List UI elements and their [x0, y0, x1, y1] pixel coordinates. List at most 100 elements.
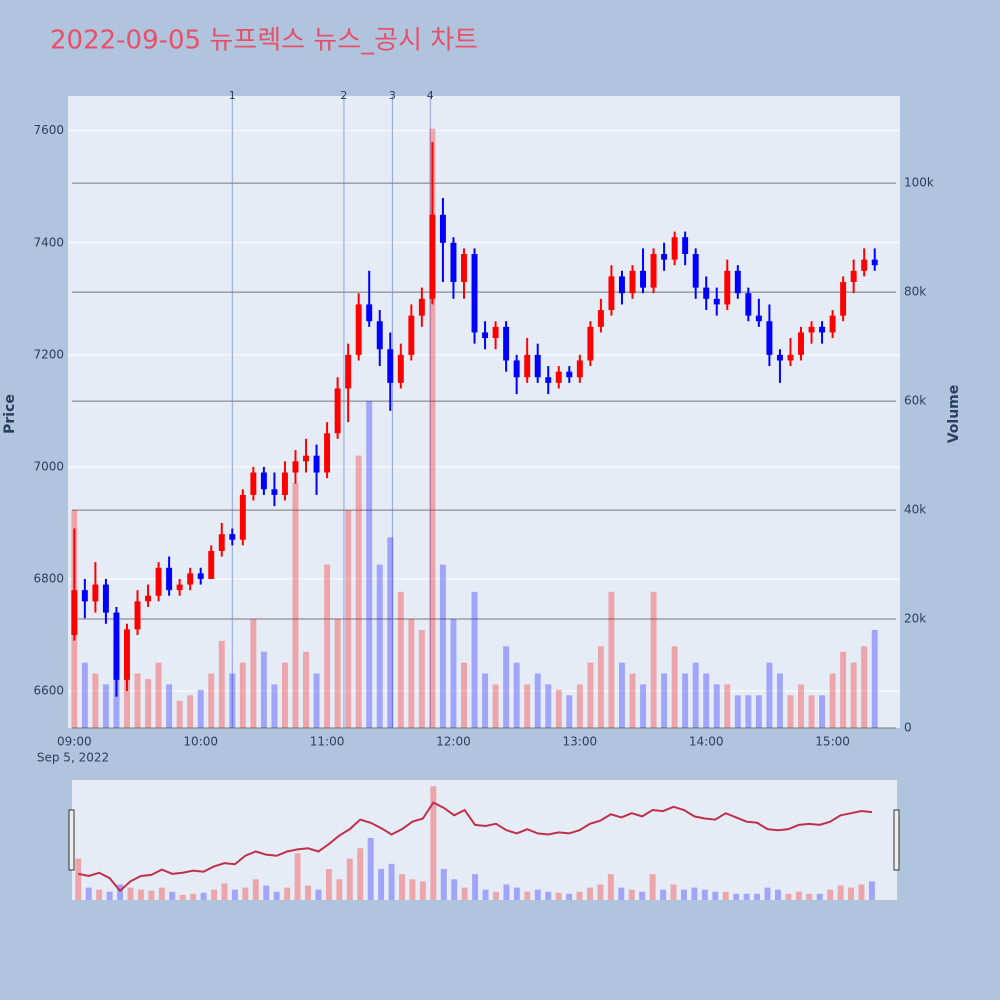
volume-bar: [692, 662, 699, 728]
volume-bar: [745, 695, 752, 728]
slider-volume-bar: [660, 889, 667, 900]
annotation-label: 1: [229, 89, 236, 102]
y2-tick-label: 20k: [904, 612, 926, 626]
candle-body: [324, 433, 331, 473]
slider-volume-bar: [649, 874, 656, 900]
volume-bar: [124, 662, 130, 728]
candle-body: [608, 276, 615, 311]
candle-body: [281, 472, 288, 495]
slider-volume-bar: [158, 887, 165, 900]
range-slider[interactable]: [72, 780, 897, 900]
slider-volume-bar: [827, 889, 834, 900]
slider-volume-bar: [618, 887, 625, 900]
volume-bar: [861, 646, 868, 728]
volume-bar: [166, 684, 173, 728]
volume-bar: [776, 673, 783, 728]
candle-body: [429, 214, 436, 299]
volume-bar: [703, 673, 710, 728]
x-tick-label: 10:00: [183, 735, 218, 749]
x-tick-label: 15:00: [815, 735, 850, 749]
volume-bar: [334, 619, 341, 728]
slider-volume-bar: [764, 887, 771, 900]
slider-volume-bar: [712, 891, 719, 900]
candle-body: [682, 237, 689, 254]
volume-bar: [787, 695, 794, 728]
candle-body: [745, 293, 752, 316]
volume-bar: [387, 537, 394, 728]
volume-bar: [187, 695, 194, 728]
volume-bar: [597, 646, 604, 728]
slider-volume-bar: [816, 893, 823, 900]
volume-bar: [661, 673, 668, 728]
y2-tick-label: 40k: [904, 503, 926, 517]
volume-bar: [439, 564, 446, 728]
candle-body: [92, 584, 99, 602]
volume-bar: [92, 673, 99, 728]
slider-volume-bar: [419, 881, 426, 900]
candle-body: [355, 304, 362, 355]
x-tick-label: 11:00: [310, 735, 345, 749]
candle-body: [819, 326, 826, 333]
volume-bar: [355, 455, 362, 728]
slider-volume-bar: [524, 891, 531, 900]
slider-volume-bar: [346, 858, 353, 900]
volume-bar: [366, 401, 373, 728]
candle-body: [482, 332, 489, 339]
candle-body: [713, 298, 720, 305]
candle-body: [334, 388, 341, 434]
volume-bar: [102, 684, 109, 728]
volume-bar: [429, 128, 436, 729]
candle-body: [81, 590, 88, 602]
candle-body: [145, 595, 152, 602]
volume-bar: [640, 684, 646, 728]
slider-volume-bar: [367, 837, 374, 900]
slider-volume-bar: [179, 894, 186, 900]
slider-volume-bar: [461, 887, 468, 900]
slider-volume-bar: [211, 889, 217, 900]
slider-volume-bar: [75, 858, 82, 900]
candle-body: [260, 472, 267, 490]
slider-volume-bar: [774, 889, 781, 900]
slider-volume-bar: [294, 853, 301, 900]
slider-handle[interactable]: [893, 809, 900, 871]
slider-volume-bar: [378, 868, 385, 900]
volume-bar: [281, 662, 288, 728]
volume-bar: [324, 564, 331, 728]
candle-body: [71, 590, 78, 635]
candle-body: [555, 371, 562, 383]
volume-bar: [239, 662, 246, 728]
y-tick-label: 7600: [33, 123, 64, 137]
slider-volume-bar: [555, 892, 562, 900]
volume-bar: [618, 662, 625, 728]
candle-body: [166, 567, 173, 591]
volume-bar: [524, 684, 531, 728]
candle-body: [418, 298, 425, 316]
slider-handle[interactable]: [68, 809, 75, 871]
candle-body: [808, 326, 815, 333]
candle-body: [629, 270, 636, 294]
slider-volume-bar: [628, 889, 635, 900]
candle-body: [692, 254, 699, 288]
plot-area: [68, 96, 900, 728]
volume-bar: [229, 673, 236, 728]
y-tick-label: 7200: [33, 347, 64, 361]
slider-volume-bar: [305, 885, 311, 900]
volume-bar: [871, 629, 878, 728]
volume-bar: [576, 684, 583, 728]
candle-body: [124, 629, 130, 680]
volume-bar: [766, 662, 773, 728]
candle-body: [313, 455, 320, 473]
candle-body: [861, 259, 868, 271]
y-tick-label: 6600: [33, 684, 64, 698]
candle-body: [734, 270, 741, 294]
volume-bar: [313, 673, 320, 728]
volume-bar: [461, 662, 467, 728]
slider-volume-bar: [701, 889, 708, 900]
slider-volume-bar: [670, 884, 677, 900]
candle-body: [618, 276, 625, 294]
slider-volume-bar: [691, 887, 698, 900]
candle-body: [271, 489, 278, 495]
slider-volume-bar: [795, 891, 802, 900]
y2-tick-label: 60k: [904, 394, 926, 408]
